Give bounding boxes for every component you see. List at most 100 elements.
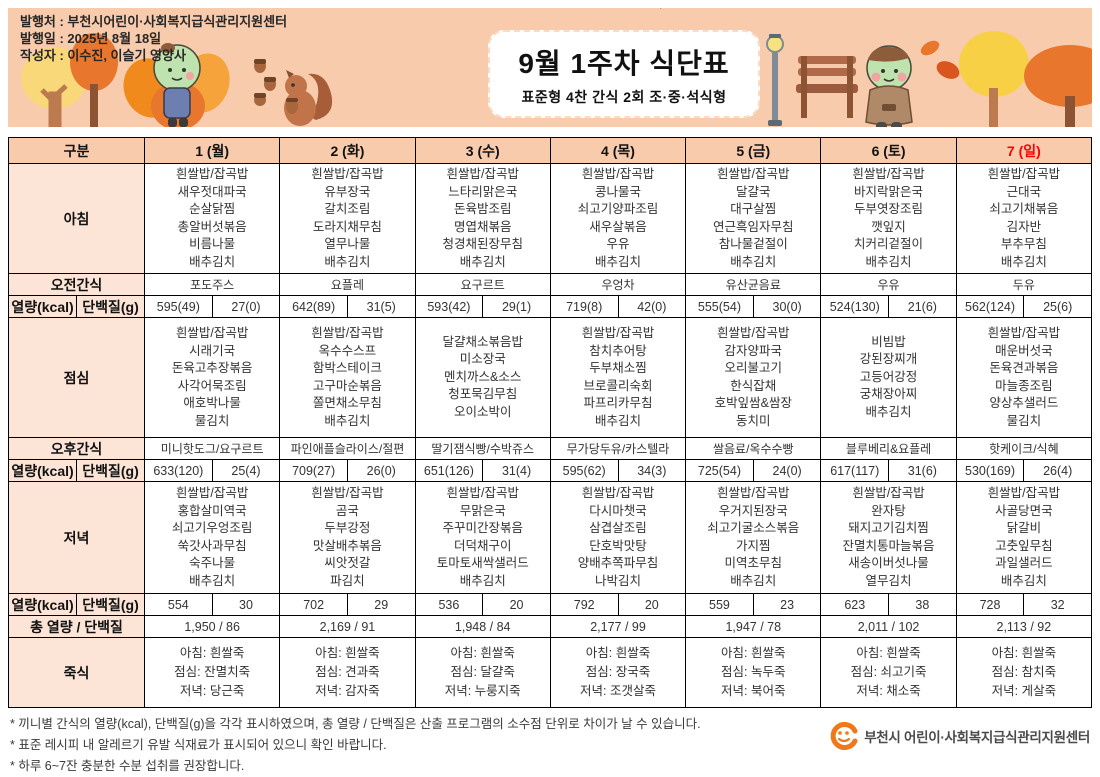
lunch-menu-cell-day1: 흰쌀밥/잡곡밥 시래기국 돈육고추장볶음 사각어묵조림 애호박나물 물김치 <box>144 317 281 438</box>
menu-item: 배추김치 <box>189 254 236 269</box>
breakfast_kcal-protein-day5: 30(0) <box>752 295 822 318</box>
breakfast_kcal-kcal-day3: 593(42) <box>414 295 484 318</box>
porridge-cell-day5: 아침: 흰쌀죽 점심: 녹두죽 저녁: 북어죽 <box>685 637 822 708</box>
dinner-menu-cell-day2: 흰쌀밥/잡곡밥 곰국 두부강정 맛살배추볶음 씨앗젓갈 파김치 <box>279 481 416 594</box>
issue-date-line: 발행일 : 2025년 8월 18일 <box>20 31 162 46</box>
menu-item: 연근흑임자무침 <box>713 219 794 234</box>
day-header-5: 5 (금) <box>685 137 822 164</box>
breakfast-menu-cell-day5: 흰쌀밥/잡곡밥 달걀국 대구살찜 연근흑임자무침 참나물겉절이 배추김치 <box>685 163 822 274</box>
menu-item: 배추김치 <box>1000 573 1047 588</box>
menu-item: 흰쌀밥/잡곡밥 <box>581 326 655 340</box>
menu-item: 돈육고추장볶음 <box>171 361 253 375</box>
pm_snack-cell-day2: 파인애플슬라이스/절편 <box>279 437 416 460</box>
breakfast_kcal-protein-day7: 25(6) <box>1023 295 1092 318</box>
menu-item: 흰쌀밥/잡곡밥 <box>311 326 384 340</box>
menu-item: 강된장찌개 <box>859 352 918 367</box>
menu-item: 완자탕 <box>871 503 906 518</box>
menu-item: 유부장국 <box>324 184 371 199</box>
porridge-item: 점심: 달걀죽 <box>450 665 515 679</box>
dinner-row-label: 저녁 <box>7 481 146 594</box>
squirrel-icon <box>284 70 333 126</box>
total-cell-day4: 2,177 / 99 <box>549 615 687 638</box>
porridge-item: 점심: 잔멸치죽 <box>174 665 251 679</box>
day-header-6: 6 (토) <box>820 137 957 164</box>
menu-item: 깻잎지 <box>871 219 906 234</box>
lunch_kcal-protein-day7: 26(4) <box>1023 459 1092 482</box>
page-title: 9월 1주차 식단표 <box>518 47 730 79</box>
am_snack-cell-day1: 포도주스 <box>144 273 281 296</box>
breakfast_kcal-protein-day1: 27(0) <box>211 295 281 318</box>
breakfast_kcal-kcal-day6: 524(130) <box>820 295 890 318</box>
falling-leaves-icon <box>920 40 960 79</box>
pm_snack-cell-day4: 무가당두유/카스텔라 <box>549 437 687 460</box>
porridge-item: 저녁: 감자죽 <box>315 684 380 698</box>
lunch_kcal-kcal-day3: 651(126) <box>414 459 484 482</box>
pm_snack-cell-day3: 딸기잼식빵/수박쥬스 <box>414 437 551 460</box>
breakfast-row-label: 아침 <box>7 163 146 274</box>
menu-item: 흰쌀밥/잡곡밥 <box>175 326 249 340</box>
menu-item: 참치추어탕 <box>589 343 647 358</box>
porridge-cell-day1: 아침: 흰쌀죽 점심: 잔멸치죽 저녁: 당근죽 <box>144 637 281 708</box>
porridge-item: 저녁: 게살죽 <box>991 684 1057 698</box>
lunch-menu-cell-day5: 흰쌀밥/잡곡밥 감자양파국 오리불고기 한식잡채 호박잎쌈&쌈장 동치미 <box>685 317 822 438</box>
acorns-icon <box>254 59 276 106</box>
menu-item: 주꾸미간장볶음 <box>442 521 523 535</box>
kcal-label: 열량(kcal) <box>8 593 77 616</box>
menu-item: 동치미 <box>736 413 771 428</box>
day-header-2: 2 (화) <box>279 137 416 164</box>
dinner_kcal-kcal-day6: 623 <box>820 593 890 616</box>
menu-item: 쇠고기우엉조림 <box>171 521 253 535</box>
porridge-item: 점심: 견과죽 <box>315 665 380 679</box>
menu-item: 오이소박이 <box>453 404 512 419</box>
menu-item: 나박김치 <box>594 573 641 588</box>
menu-item: 배추김치 <box>594 413 641 428</box>
menu-item: 삼겹살조림 <box>589 521 647 535</box>
menu-item: 맛살배추볶음 <box>312 538 382 553</box>
menu-item: 흰쌀밥/잡곡밥 <box>446 167 519 181</box>
menu-item: 콩나물국 <box>594 184 641 199</box>
total-cell-day3: 1,948 / 84 <box>414 615 551 638</box>
menu-item: 흰쌀밥/잡곡밥 <box>852 486 925 500</box>
porridge-item: 저녁: 북어죽 <box>721 684 786 698</box>
breakfast_kcal-protein-day2: 31(5) <box>346 295 416 318</box>
menu-item: 흰쌀밥/잡곡밥 <box>581 167 655 181</box>
breakfast-menu-cell-day6: 흰쌀밥/잡곡밥 바지락맑은국 두부엿장조림 깻잎지 치커리겉절이 배추김치 <box>820 163 957 274</box>
menu-item: 근대국 <box>1006 184 1042 199</box>
menu-item: 토마토새싹샐러드 <box>436 556 529 570</box>
menu-item: 물김치 <box>194 413 230 428</box>
footnote-line: * 하루 6~7잔 충분한 수분 섭취를 권장합니다. <box>10 759 245 773</box>
porridge-cell-day4: 아침: 흰쌀죽 점심: 장국죽 저녁: 조갯살죽 <box>549 637 687 708</box>
menu-item: 고등어강정 <box>859 369 918 384</box>
menu-item: 파김치 <box>330 573 365 588</box>
total-cell-day1: 1,950 / 86 <box>144 615 281 638</box>
menu-item: 돈육밤조림 <box>453 202 512 216</box>
dinner_kcal-protein-day6: 38 <box>888 593 957 616</box>
menu-item: 흰쌀밥/잡곡밥 <box>311 167 384 181</box>
breakfast_kcal-kcal-day5: 555(54) <box>685 295 754 318</box>
menu-item: 사골당면국 <box>995 503 1053 518</box>
dinner-menu-cell-day4: 흰쌀밥/잡곡밥 다시마챗국 삼겹살조림 단호박맛탕 양배추쪽파무침 나박김치 <box>549 481 687 594</box>
menu-item: 쑥갓사과무침 <box>177 538 247 553</box>
menu-item: 두부강정 <box>324 521 371 535</box>
table-corner-header: 구분 <box>7 137 146 164</box>
protein-label: 단백질(g) <box>75 295 146 318</box>
lunch_kcal-kcal-day5: 725(54) <box>685 459 754 482</box>
menu-item: 브로콜리숙회 <box>583 378 653 393</box>
footer-logo-text: 부천시 어린이·사회복지급식관리지원센터 <box>864 730 1090 745</box>
porridge-item: 저녁: 채소죽 <box>856 684 921 698</box>
dinner_kcal-kcal-day1: 554 <box>144 593 213 616</box>
menu-item: 흰쌀밥/잡곡밥 <box>446 486 519 500</box>
orange-tree-right-icon <box>1024 45 1092 127</box>
footer-logo: 부천시 어린이·사회복지급식관리지원센터 <box>830 722 1090 750</box>
day-header-1: 1 (월) <box>144 137 281 164</box>
menu-item: 과일샐러드 <box>995 556 1053 570</box>
menu-item: 흰쌀밥/잡곡밥 <box>311 486 384 500</box>
publisher-line: 발행처 : 부천시어린이·사회복지급식관리지원센터 <box>20 14 288 29</box>
lunch_kcal-protein-day2: 26(0) <box>346 459 416 482</box>
menu-item: 감자양파국 <box>724 343 783 358</box>
mascot-with-leaves-icon <box>123 43 230 127</box>
lunch-menu-cell-day7: 흰쌀밥/잡곡밥 매운버섯국 돈육견과볶음 마늘종조림 양상추샐러드 물김치 <box>955 317 1093 438</box>
menu-item: 흰쌀밥/잡곡밥 <box>717 167 790 181</box>
menu-item: 흰쌀밥/잡곡밥 <box>175 167 249 181</box>
lunch_kcal-kcal-day7: 530(169) <box>955 459 1025 482</box>
